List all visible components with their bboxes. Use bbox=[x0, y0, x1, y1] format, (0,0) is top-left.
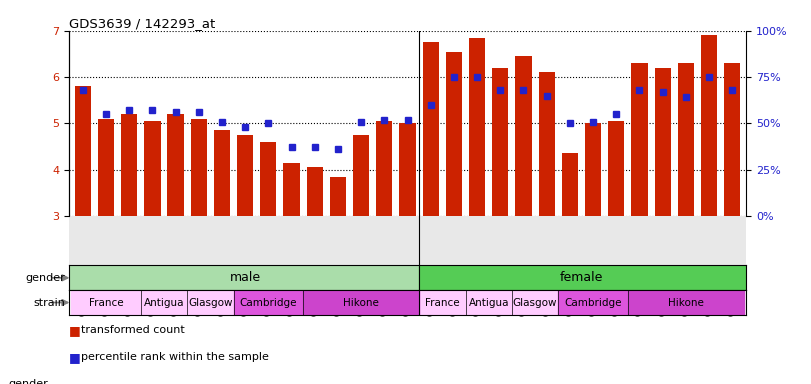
Bar bbox=[469, 38, 485, 216]
Bar bbox=[237, 135, 253, 216]
Text: Antigua: Antigua bbox=[469, 298, 509, 308]
Bar bbox=[512, 290, 558, 315]
Bar bbox=[214, 130, 230, 216]
Text: female: female bbox=[560, 271, 603, 284]
Bar bbox=[701, 35, 717, 216]
Bar bbox=[191, 119, 207, 216]
Bar bbox=[585, 123, 601, 216]
Bar bbox=[284, 163, 300, 216]
Bar bbox=[144, 121, 161, 216]
Text: ■: ■ bbox=[69, 324, 80, 337]
Bar bbox=[446, 51, 462, 216]
Bar bbox=[631, 63, 647, 216]
Bar bbox=[678, 63, 694, 216]
Text: strain: strain bbox=[33, 298, 65, 308]
Bar bbox=[353, 135, 369, 216]
Text: Cambridge: Cambridge bbox=[239, 298, 297, 308]
Bar bbox=[628, 290, 744, 315]
Text: Hikone: Hikone bbox=[668, 298, 704, 308]
Bar bbox=[168, 114, 184, 216]
Bar bbox=[98, 119, 114, 216]
Text: France: France bbox=[425, 298, 460, 308]
Bar bbox=[303, 290, 419, 315]
Bar bbox=[376, 121, 393, 216]
Text: male: male bbox=[230, 271, 261, 284]
Bar bbox=[654, 68, 671, 216]
Bar bbox=[141, 290, 187, 315]
Bar bbox=[608, 121, 624, 216]
Bar bbox=[539, 73, 555, 216]
Bar bbox=[724, 63, 740, 216]
Text: France: France bbox=[88, 298, 123, 308]
Bar bbox=[399, 123, 416, 216]
Bar bbox=[419, 265, 746, 290]
Bar bbox=[330, 177, 346, 216]
Bar bbox=[260, 142, 277, 216]
Text: gender: gender bbox=[8, 379, 48, 384]
Bar bbox=[419, 290, 466, 315]
Bar bbox=[423, 42, 439, 216]
Bar bbox=[515, 56, 531, 216]
Text: Glasgow: Glasgow bbox=[188, 298, 233, 308]
Text: Glasgow: Glasgow bbox=[513, 298, 557, 308]
Bar bbox=[121, 114, 137, 216]
Text: Antigua: Antigua bbox=[144, 298, 184, 308]
Bar bbox=[234, 290, 303, 315]
Bar bbox=[558, 290, 628, 315]
Text: ■: ■ bbox=[69, 351, 80, 364]
Text: percentile rank within the sample: percentile rank within the sample bbox=[81, 352, 269, 362]
Bar bbox=[562, 154, 578, 216]
Text: Cambridge: Cambridge bbox=[564, 298, 622, 308]
Text: transformed count: transformed count bbox=[81, 325, 185, 335]
Bar bbox=[307, 167, 323, 216]
Bar bbox=[187, 290, 234, 315]
Bar bbox=[69, 265, 419, 290]
Text: gender: gender bbox=[25, 273, 65, 283]
Text: Hikone: Hikone bbox=[343, 298, 379, 308]
Bar bbox=[466, 290, 512, 315]
Bar bbox=[492, 68, 508, 216]
Bar bbox=[71, 290, 141, 315]
Text: GDS3639 / 142293_at: GDS3639 / 142293_at bbox=[69, 17, 215, 30]
Bar bbox=[75, 86, 91, 216]
